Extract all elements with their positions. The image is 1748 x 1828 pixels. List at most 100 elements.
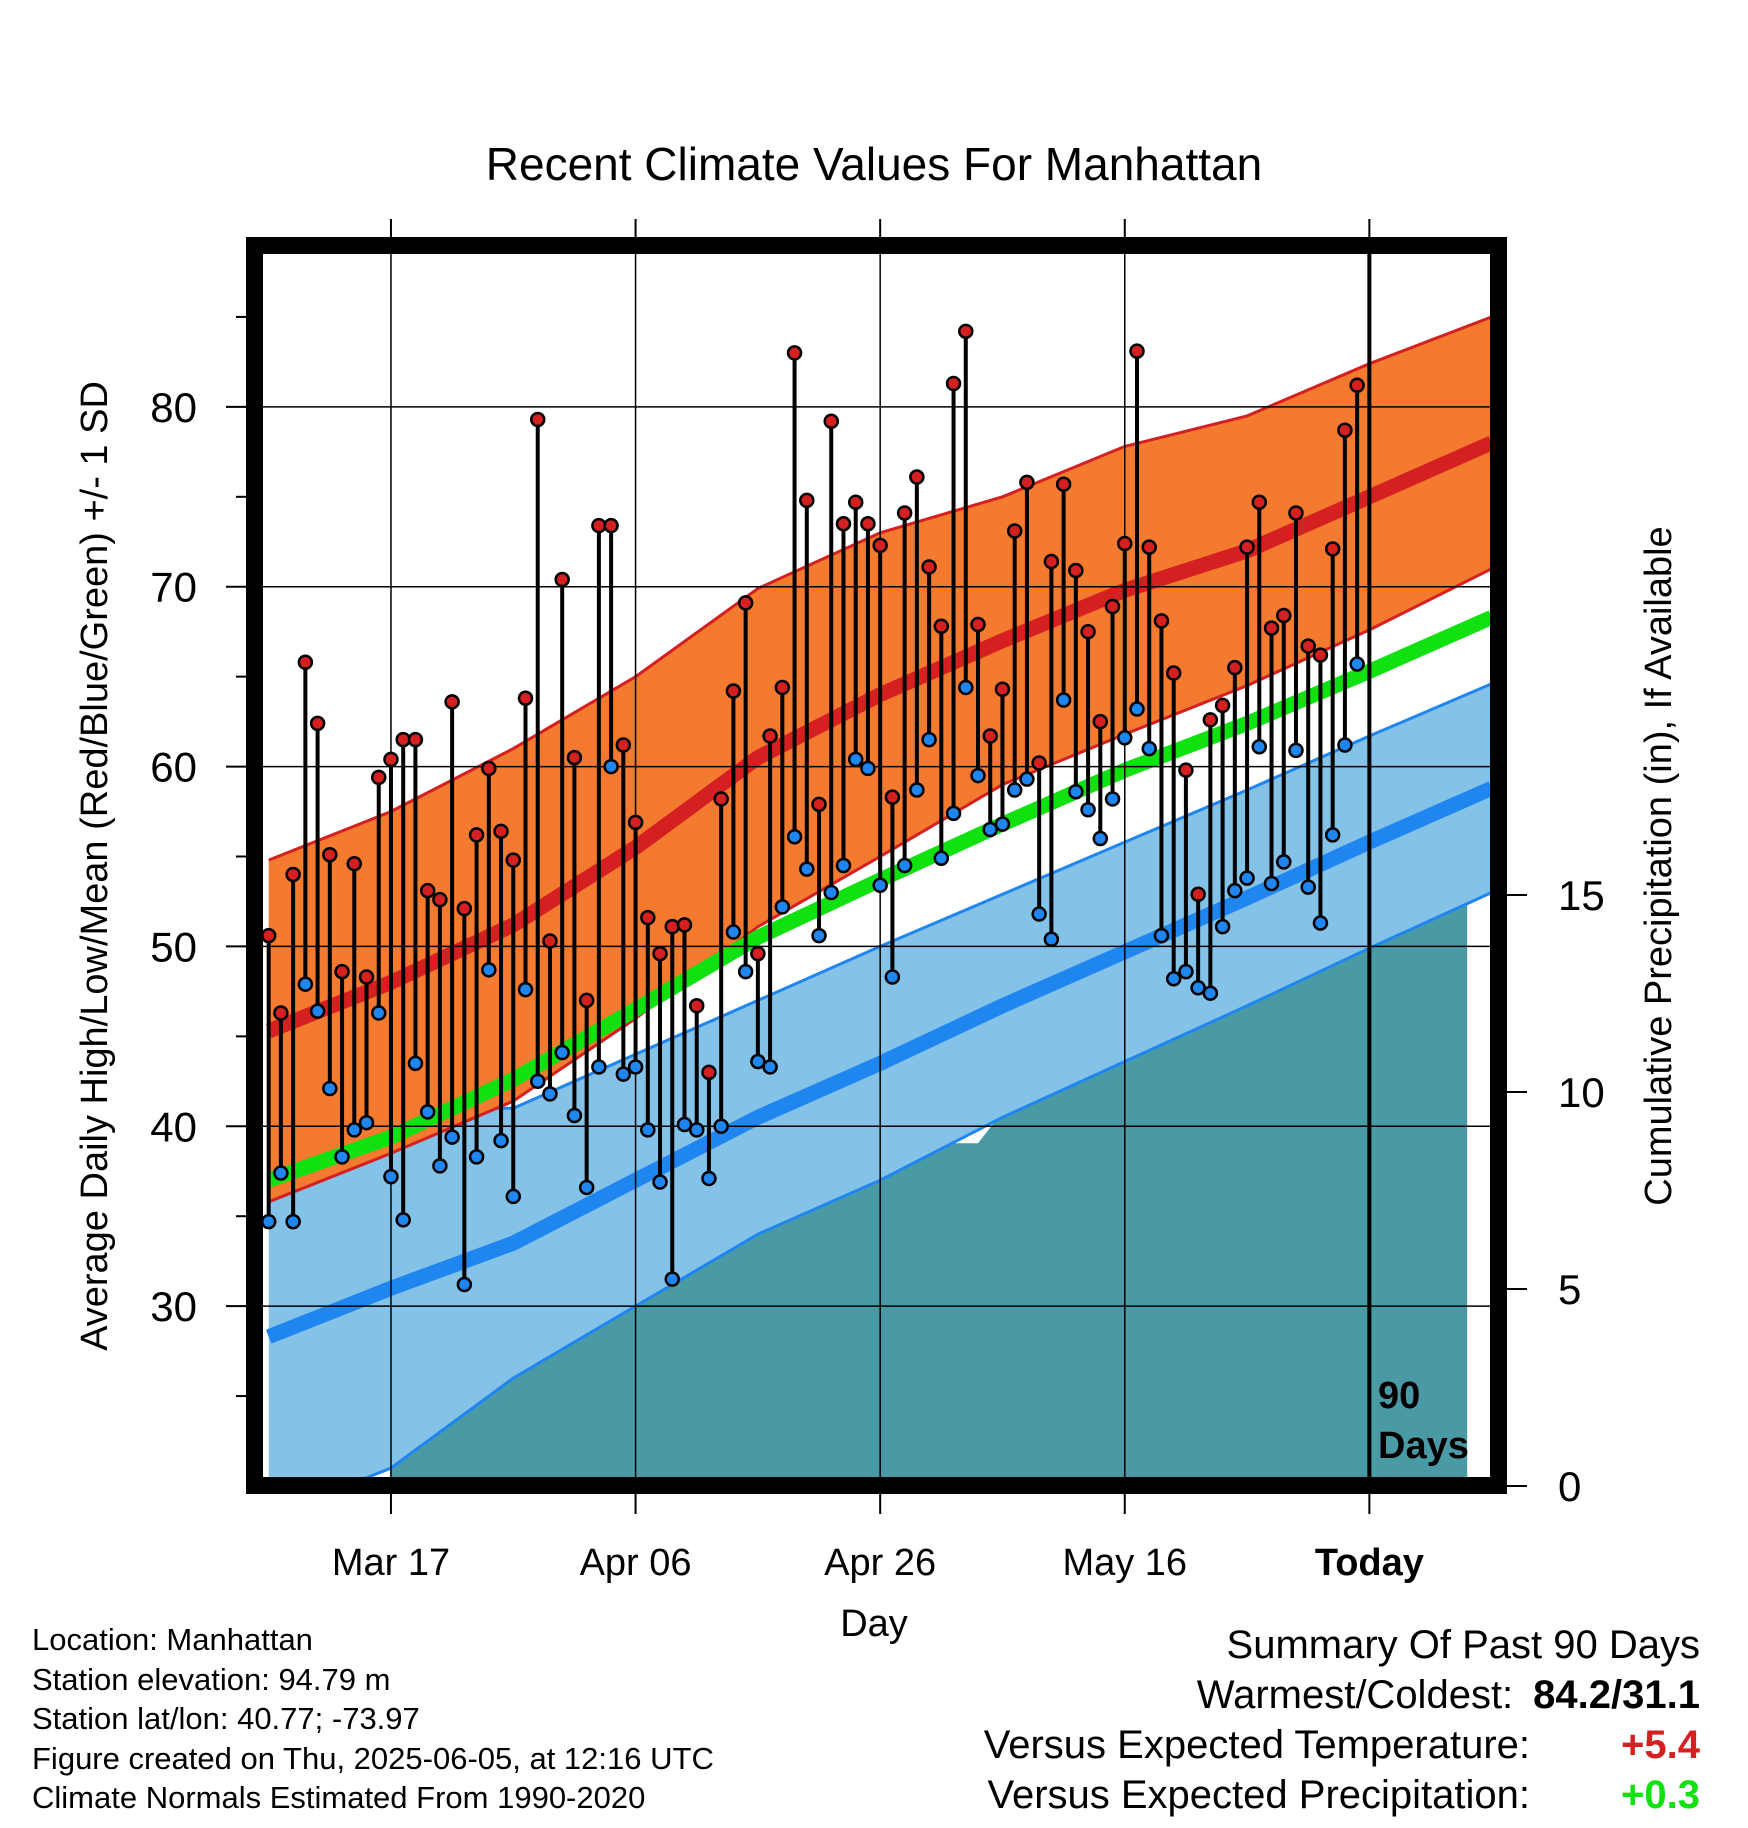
daily-high-point [982, 728, 998, 744]
latlon-text: Station lat/lon: 40.77; -73.97 [32, 1701, 420, 1736]
daily-high-point [1190, 886, 1206, 903]
daily-high-point [627, 814, 644, 831]
daily-low-point [1251, 739, 1268, 755]
summary-precip-row: Versus Expected Precipitation: +0.3 [984, 1770, 1700, 1820]
daily-low-point [529, 1073, 546, 1090]
daily-low-point [1178, 963, 1194, 980]
daily-low-point [713, 1118, 729, 1135]
y2-tick-label: 15 [1558, 872, 1605, 919]
daily-high-point [273, 1005, 289, 1021]
daily-low-point [334, 1149, 350, 1165]
daily-low-point [383, 1168, 399, 1185]
daily-high-point [945, 375, 962, 392]
daily-high-point [884, 789, 901, 805]
daily-high-point [994, 681, 1011, 697]
elevation-text: Station elevation: 94.79 m [32, 1661, 391, 1697]
daily-high-point [383, 751, 399, 768]
daily-low-point [872, 877, 888, 894]
daily-high-point [1349, 377, 1365, 394]
daily-low-point [958, 679, 974, 696]
daily-high-point [872, 537, 888, 554]
daily-low-point [419, 1104, 436, 1120]
daily-high-point [456, 900, 473, 917]
y-tick-label: 80 [150, 384, 197, 431]
daily-low-point [493, 1132, 509, 1149]
y-tick-label: 60 [150, 744, 197, 791]
summary-title: Summary Of Past 90 Days [1226, 1623, 1700, 1667]
daily-low-point [615, 1066, 632, 1082]
daily-low-point [1068, 784, 1084, 800]
daily-high-point [737, 595, 754, 611]
station-info: Location: Manhattan Station elevation: 9… [32, 1620, 714, 1818]
plot-frame [246, 237, 1507, 1494]
daily-high-point [958, 323, 974, 340]
daily-low-point [273, 1165, 289, 1181]
precip-anomaly-label: Versus Expected Precipitation: [987, 1773, 1530, 1817]
daily-low-point [1031, 906, 1047, 922]
y-tick-label: 40 [150, 1103, 197, 1150]
daily-low-point [395, 1212, 411, 1228]
daily-high-point [640, 909, 656, 926]
daily-high-point [652, 945, 668, 962]
daily-low-point [358, 1114, 375, 1131]
daily-low-point [1141, 740, 1157, 757]
daily-high-point [1202, 712, 1219, 728]
daily-high-point [774, 679, 791, 696]
daily-high-point [1288, 505, 1304, 521]
daily-high-point [1178, 762, 1194, 778]
temp-anomaly-value: +5.4 [1621, 1723, 1700, 1767]
daily-low-point [725, 924, 742, 940]
daily-high-point [970, 616, 986, 633]
daily-low-point [860, 760, 876, 777]
daily-high-point [346, 855, 363, 872]
daily-low-point [652, 1174, 668, 1190]
daily-low-point [346, 1122, 363, 1138]
daily-high-point [1117, 535, 1133, 552]
daily-high-point [1043, 553, 1060, 570]
daily-high-point [676, 917, 693, 933]
daily-low-point [811, 927, 827, 944]
daily-low-point [884, 969, 901, 985]
daily-high-point [1263, 620, 1280, 636]
temp-anomaly-label: Versus Expected Temperature: [983, 1723, 1530, 1767]
daily-low-point [921, 731, 937, 748]
daily-high-point [725, 683, 742, 699]
y2-tick-label: 5 [1558, 1266, 1581, 1313]
daily-high-point [262, 927, 277, 944]
daily-low-point [297, 976, 314, 992]
daily-low-point [823, 884, 839, 901]
daily-low-point [432, 1158, 448, 1174]
daily-high-point [1337, 422, 1353, 439]
daily-high-point [1153, 613, 1170, 629]
daily-high-point [1104, 598, 1121, 615]
daily-low-point [1190, 980, 1206, 996]
daily-high-point [615, 737, 632, 753]
daily-high-point [603, 517, 619, 534]
daily-high-point [505, 852, 522, 868]
daily-high-point [1068, 562, 1084, 579]
daily-low-point [309, 1003, 326, 1019]
daily-high-point [1055, 476, 1072, 492]
daily-low-point [1202, 985, 1219, 1001]
y2-tick-label: 10 [1558, 1069, 1605, 1116]
daily-low-point [909, 782, 925, 798]
daily-low-point [1239, 870, 1255, 886]
daily-low-point [664, 1271, 681, 1287]
x-tick-label: May 16 [1062, 1542, 1187, 1584]
daily-high-point [1312, 647, 1329, 663]
daily-high-point [1300, 638, 1316, 654]
daily-low-point [896, 857, 913, 874]
today-label: 90 Days [1378, 1375, 1469, 1467]
today-label-days-word: Days [1378, 1425, 1469, 1467]
daily-high-point [847, 494, 864, 510]
daily-high-point [1324, 541, 1341, 557]
x-tick-label: Apr 26 [824, 1542, 936, 1584]
daily-high-point [909, 469, 925, 485]
daily-high-point [542, 933, 558, 949]
daily-low-point [1043, 931, 1060, 947]
daily-low-point [835, 857, 852, 874]
daily-high-point [921, 559, 937, 575]
daily-low-point [762, 1059, 778, 1075]
x-tick-label: Mar 17 [332, 1542, 450, 1584]
y-tick-label: 50 [150, 923, 197, 970]
